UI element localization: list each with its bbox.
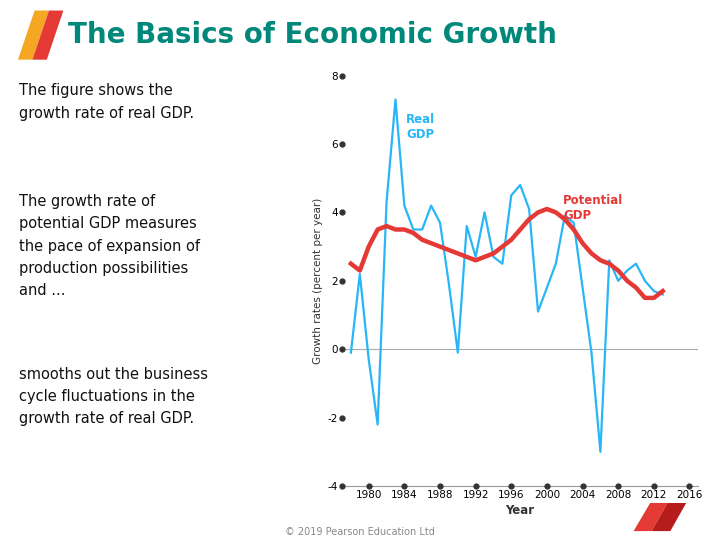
Text: Potential
GDP: Potential GDP bbox=[563, 194, 624, 221]
Text: The Basics of Economic Growth: The Basics of Economic Growth bbox=[68, 21, 557, 49]
Text: © 2019 Pearson Education Ltd: © 2019 Pearson Education Ltd bbox=[285, 527, 435, 537]
Y-axis label: Growth rates (percent per year): Growth rates (percent per year) bbox=[313, 198, 323, 364]
Polygon shape bbox=[652, 503, 686, 531]
Text: Real
GDP: Real GDP bbox=[406, 113, 436, 141]
Text: The growth rate of
potential GDP measures
the pace of expansion of
production po: The growth rate of potential GDP measure… bbox=[19, 194, 199, 298]
Polygon shape bbox=[18, 10, 49, 60]
X-axis label: Year: Year bbox=[505, 504, 535, 517]
Polygon shape bbox=[634, 503, 667, 531]
Text: smooths out the business
cycle fluctuations in the
growth rate of real GDP.: smooths out the business cycle fluctuati… bbox=[19, 367, 208, 426]
Polygon shape bbox=[32, 10, 63, 60]
Text: The figure shows the
growth rate of real GDP.: The figure shows the growth rate of real… bbox=[19, 84, 194, 120]
